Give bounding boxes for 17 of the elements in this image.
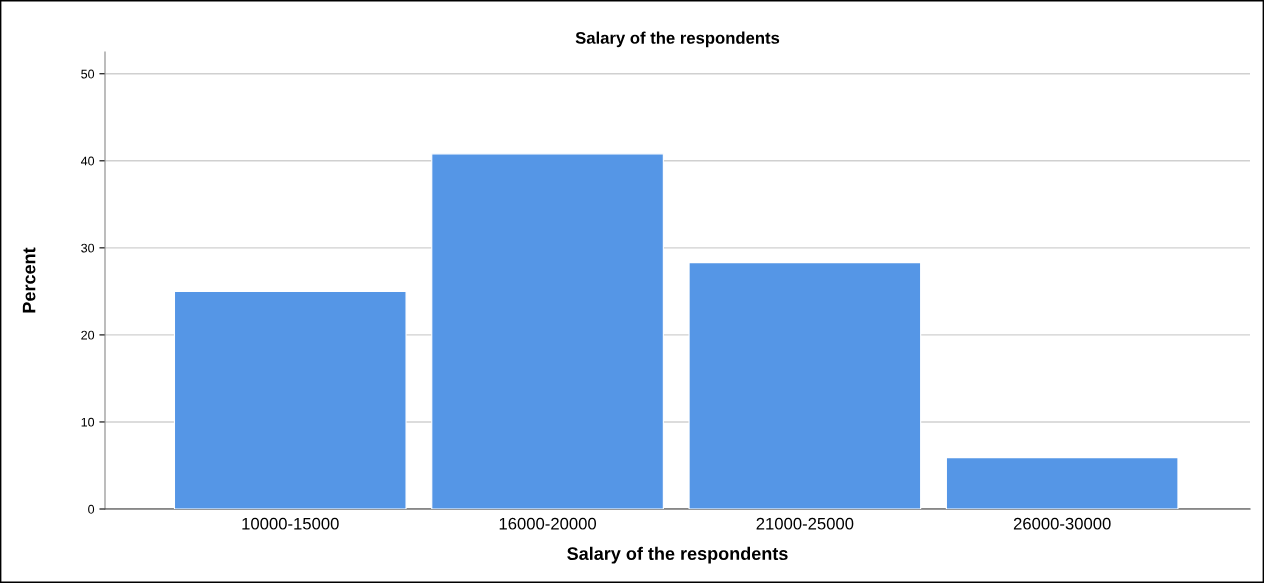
y-tick-label: 50 xyxy=(81,69,95,79)
x-tick-label: 21000-25000 xyxy=(756,517,854,530)
y-axis-title: Percent xyxy=(22,247,36,313)
y-tick-label: 40 xyxy=(80,156,95,166)
y-tick-label: 30 xyxy=(81,243,95,253)
x-tick-label: 26000-30000 xyxy=(1013,517,1111,530)
x-tick-label: 16000-20000 xyxy=(499,517,597,530)
y-tick-label: 10 xyxy=(81,417,95,427)
bar xyxy=(688,262,922,509)
bar xyxy=(945,457,1179,509)
x-axis-title: Salary of the respondents xyxy=(567,546,788,564)
chart-title: Salary of the respondents xyxy=(575,31,780,48)
x-tick-label: 10000-15000 xyxy=(242,517,339,530)
y-tick-label: 0 xyxy=(88,504,95,514)
y-tick-label: 20 xyxy=(81,330,95,340)
bar xyxy=(431,153,664,509)
bar xyxy=(173,290,407,509)
